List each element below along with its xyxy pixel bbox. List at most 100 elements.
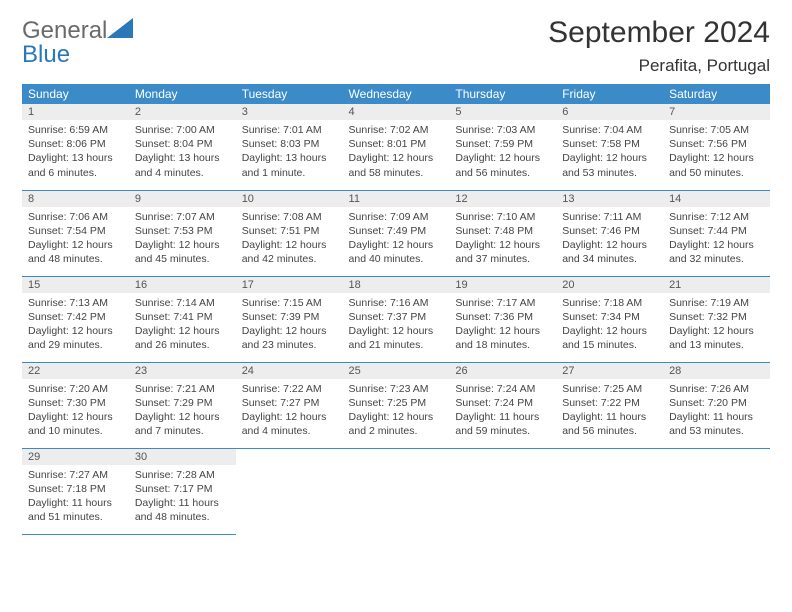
sunrise-text: Sunrise: 7:08 AM	[242, 210, 337, 224]
sunset-text: Sunset: 7:44 PM	[669, 224, 764, 238]
calendar-day-cell: 5Sunrise: 7:03 AMSunset: 7:59 PMDaylight…	[449, 104, 556, 190]
day-number: 29	[22, 449, 129, 465]
weekday-header: Monday	[129, 84, 236, 104]
calendar-day-cell: 22Sunrise: 7:20 AMSunset: 7:30 PMDayligh…	[22, 362, 129, 448]
sunrise-text: Sunrise: 7:05 AM	[669, 123, 764, 137]
day-number: 18	[343, 277, 450, 293]
sunset-text: Sunset: 7:39 PM	[242, 310, 337, 324]
daylight-text: Daylight: 12 hours and 26 minutes.	[135, 324, 230, 352]
daylight-text: Daylight: 12 hours and 10 minutes.	[28, 410, 123, 438]
daylight-text: Daylight: 12 hours and 50 minutes.	[669, 151, 764, 179]
sunset-text: Sunset: 7:22 PM	[562, 396, 657, 410]
calendar-day-cell: 24Sunrise: 7:22 AMSunset: 7:27 PMDayligh…	[236, 362, 343, 448]
day-number: 12	[449, 191, 556, 207]
day-number: 27	[556, 363, 663, 379]
day-number: 11	[343, 191, 450, 207]
sunset-text: Sunset: 7:49 PM	[349, 224, 444, 238]
location: Perafita, Portugal	[548, 56, 770, 76]
sunrise-text: Sunrise: 7:12 AM	[669, 210, 764, 224]
sunrise-text: Sunrise: 7:01 AM	[242, 123, 337, 137]
logo: General Blue	[22, 16, 133, 67]
weekday-header: Friday	[556, 84, 663, 104]
month-title: September 2024	[548, 16, 770, 50]
sunrise-text: Sunrise: 7:23 AM	[349, 382, 444, 396]
logo-text: General Blue	[22, 16, 133, 67]
day-number: 23	[129, 363, 236, 379]
calendar-day-cell: 12Sunrise: 7:10 AMSunset: 7:48 PMDayligh…	[449, 190, 556, 276]
sunrise-text: Sunrise: 7:20 AM	[28, 382, 123, 396]
calendar-week-row: 15Sunrise: 7:13 AMSunset: 7:42 PMDayligh…	[22, 276, 770, 362]
daylight-text: Daylight: 13 hours and 1 minute.	[242, 151, 337, 179]
daylight-text: Daylight: 12 hours and 42 minutes.	[242, 238, 337, 266]
weekday-header: Tuesday	[236, 84, 343, 104]
daylight-text: Daylight: 11 hours and 53 minutes.	[669, 410, 764, 438]
day-number: 26	[449, 363, 556, 379]
sunset-text: Sunset: 8:03 PM	[242, 137, 337, 151]
sunrise-text: Sunrise: 7:00 AM	[135, 123, 230, 137]
sunrise-text: Sunrise: 7:13 AM	[28, 296, 123, 310]
calendar-day-cell	[663, 448, 770, 534]
daylight-text: Daylight: 11 hours and 48 minutes.	[135, 496, 230, 524]
sunset-text: Sunset: 7:53 PM	[135, 224, 230, 238]
sunset-text: Sunset: 8:01 PM	[349, 137, 444, 151]
calendar-day-cell: 3Sunrise: 7:01 AMSunset: 8:03 PMDaylight…	[236, 104, 343, 190]
sunset-text: Sunset: 7:29 PM	[135, 396, 230, 410]
sunrise-text: Sunrise: 7:25 AM	[562, 382, 657, 396]
calendar-day-cell: 19Sunrise: 7:17 AMSunset: 7:36 PMDayligh…	[449, 276, 556, 362]
logo-blue: Blue	[22, 41, 70, 68]
daylight-text: Daylight: 12 hours and 48 minutes.	[28, 238, 123, 266]
calendar-day-cell: 2Sunrise: 7:00 AMSunset: 8:04 PMDaylight…	[129, 104, 236, 190]
sunrise-text: Sunrise: 7:14 AM	[135, 296, 230, 310]
calendar-day-cell: 26Sunrise: 7:24 AMSunset: 7:24 PMDayligh…	[449, 362, 556, 448]
daylight-text: Daylight: 13 hours and 6 minutes.	[28, 151, 123, 179]
sunset-text: Sunset: 7:51 PM	[242, 224, 337, 238]
calendar-day-cell: 1Sunrise: 6:59 AMSunset: 8:06 PMDaylight…	[22, 104, 129, 190]
sunset-text: Sunset: 8:06 PM	[28, 137, 123, 151]
calendar-day-cell: 8Sunrise: 7:06 AMSunset: 7:54 PMDaylight…	[22, 190, 129, 276]
calendar-day-cell: 17Sunrise: 7:15 AMSunset: 7:39 PMDayligh…	[236, 276, 343, 362]
sunrise-text: Sunrise: 7:27 AM	[28, 468, 123, 482]
calendar-day-cell	[556, 448, 663, 534]
sunset-text: Sunset: 7:25 PM	[349, 396, 444, 410]
day-number: 28	[663, 363, 770, 379]
sunrise-text: Sunrise: 7:28 AM	[135, 468, 230, 482]
sunset-text: Sunset: 7:54 PM	[28, 224, 123, 238]
calendar-day-cell: 30Sunrise: 7:28 AMSunset: 7:17 PMDayligh…	[129, 448, 236, 534]
calendar-day-cell: 4 Sunrise: 7:02 AMSunset: 8:01 PMDaylight…	[343, 104, 450, 190]
day-number: 16	[129, 277, 236, 293]
calendar-week-row: 29Sunrise: 7:27 AMSunset: 7:18 PMDayligh…	[22, 448, 770, 534]
weekday-header: Thursday	[449, 84, 556, 104]
calendar-day-cell: 11Sunrise: 7:09 AMSunset: 7:49 PMDayligh…	[343, 190, 450, 276]
weekday-header-row: Sunday Monday Tuesday Wednesday Thursday…	[22, 84, 770, 104]
daylight-text: Daylight: 11 hours and 51 minutes.	[28, 496, 123, 524]
sunrise-text: Sunrise: 7:06 AM	[28, 210, 123, 224]
sunset-text: Sunset: 7:48 PM	[455, 224, 550, 238]
weekday-header: Sunday	[22, 84, 129, 104]
calendar-day-cell: 6Sunrise: 7:04 AMSunset: 7:58 PMDaylight…	[556, 104, 663, 190]
day-number: 10	[236, 191, 343, 207]
daylight-text: Daylight: 12 hours and 58 minutes.	[349, 151, 444, 179]
day-number: 15	[22, 277, 129, 293]
sunrise-text: Sunrise: 7:02 AM	[349, 123, 444, 137]
day-number: 4	[343, 104, 450, 120]
day-number: 25	[343, 363, 450, 379]
sunset-text: Sunset: 7:56 PM	[669, 137, 764, 151]
sunrise-text: Sunrise: 7:04 AM	[562, 123, 657, 137]
calendar-day-cell: 15Sunrise: 7:13 AMSunset: 7:42 PMDayligh…	[22, 276, 129, 362]
sunset-text: Sunset: 7:30 PM	[28, 396, 123, 410]
calendar-day-cell	[449, 448, 556, 534]
daylight-text: Daylight: 12 hours and 23 minutes.	[242, 324, 337, 352]
daylight-text: Daylight: 12 hours and 18 minutes.	[455, 324, 550, 352]
sunset-text: Sunset: 7:58 PM	[562, 137, 657, 151]
daylight-text: Daylight: 12 hours and 2 minutes.	[349, 410, 444, 438]
daylight-text: Daylight: 12 hours and 32 minutes.	[669, 238, 764, 266]
sunrise-text: Sunrise: 7:26 AM	[669, 382, 764, 396]
daylight-text: Daylight: 12 hours and 56 minutes.	[455, 151, 550, 179]
sunrise-text: Sunrise: 7:03 AM	[455, 123, 550, 137]
sunrise-text: Sunrise: 7:17 AM	[455, 296, 550, 310]
daylight-text: Daylight: 13 hours and 4 minutes.	[135, 151, 230, 179]
sunset-text: Sunset: 7:32 PM	[669, 310, 764, 324]
logo-general: General	[22, 17, 107, 44]
day-number: 9	[129, 191, 236, 207]
calendar-day-cell: 23Sunrise: 7:21 AMSunset: 7:29 PMDayligh…	[129, 362, 236, 448]
